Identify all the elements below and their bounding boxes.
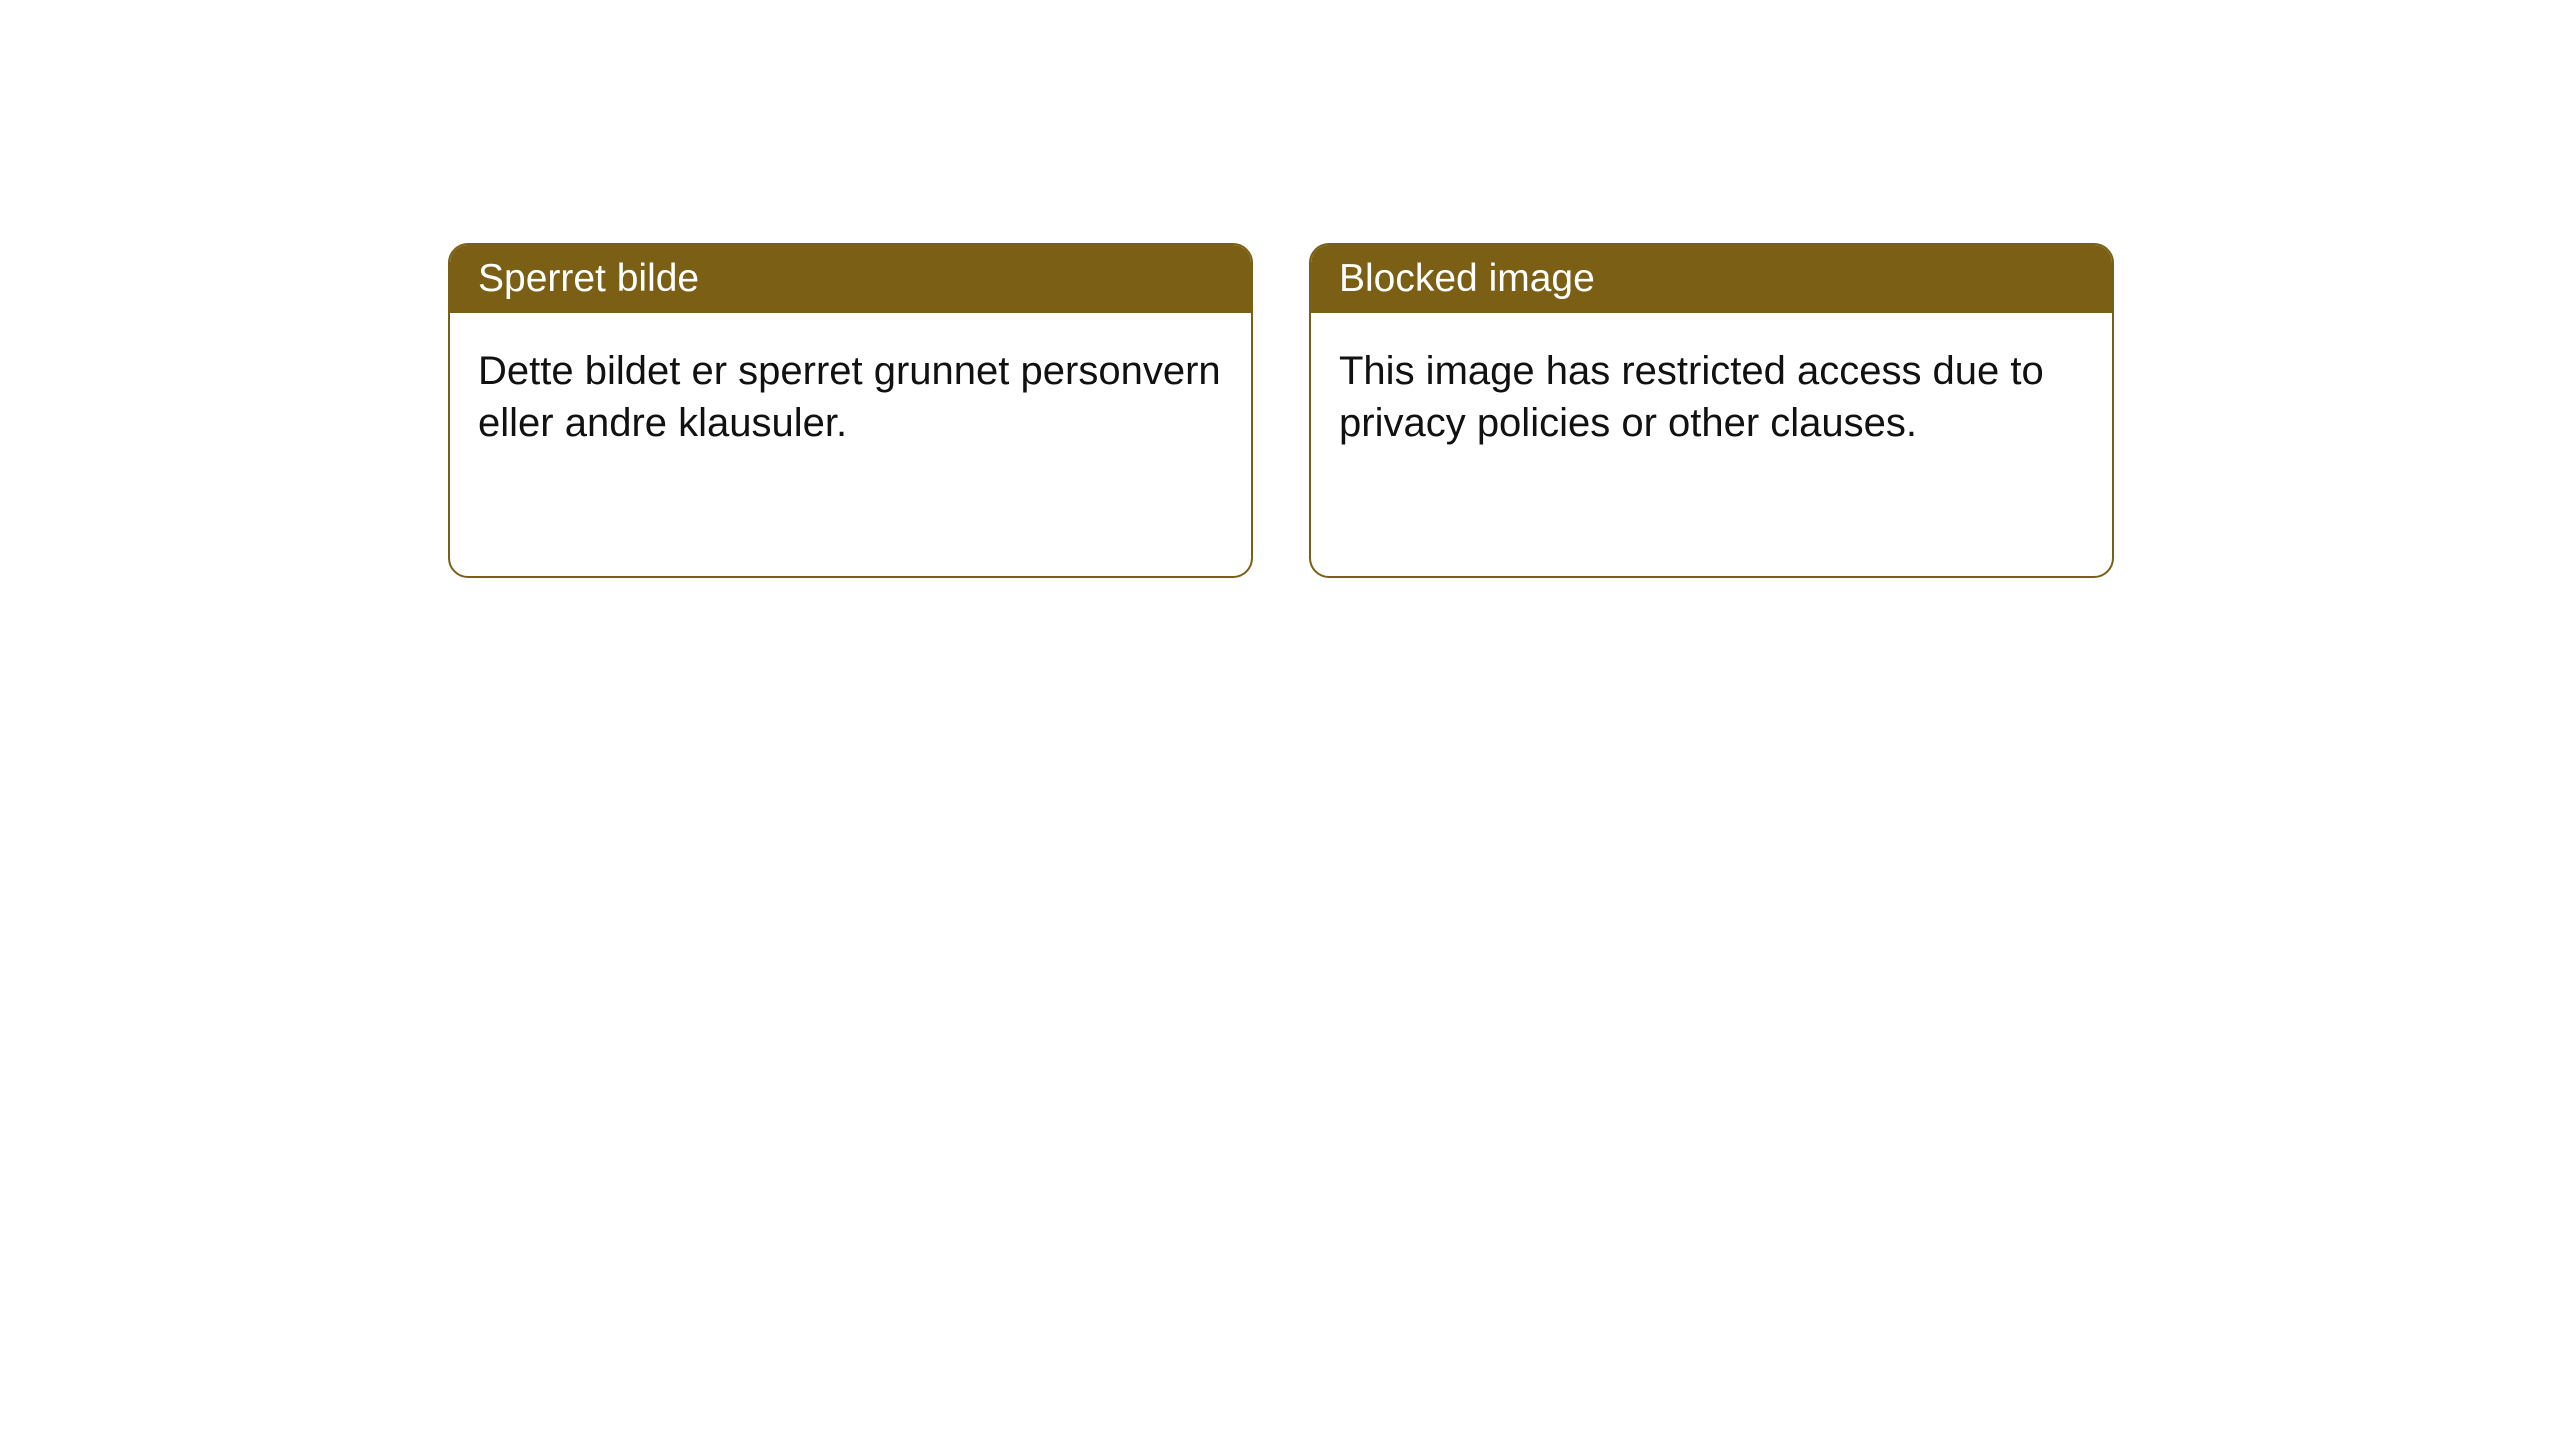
cards-container: Sperret bilde Dette bildet er sperret gr…	[448, 243, 2114, 578]
card-title: Sperret bilde	[478, 257, 699, 300]
card-body: This image has restricted access due to …	[1311, 313, 2112, 481]
card-body-text: Dette bildet er sperret grunnet personve…	[478, 349, 1221, 445]
card-header: Blocked image	[1311, 245, 2112, 313]
card-header: Sperret bilde	[450, 245, 1251, 313]
card-title: Blocked image	[1339, 257, 1595, 300]
card-body: Dette bildet er sperret grunnet personve…	[450, 313, 1251, 481]
notice-card-english: Blocked image This image has restricted …	[1309, 243, 2114, 578]
notice-card-norwegian: Sperret bilde Dette bildet er sperret gr…	[448, 243, 1253, 578]
card-body-text: This image has restricted access due to …	[1339, 349, 2044, 445]
